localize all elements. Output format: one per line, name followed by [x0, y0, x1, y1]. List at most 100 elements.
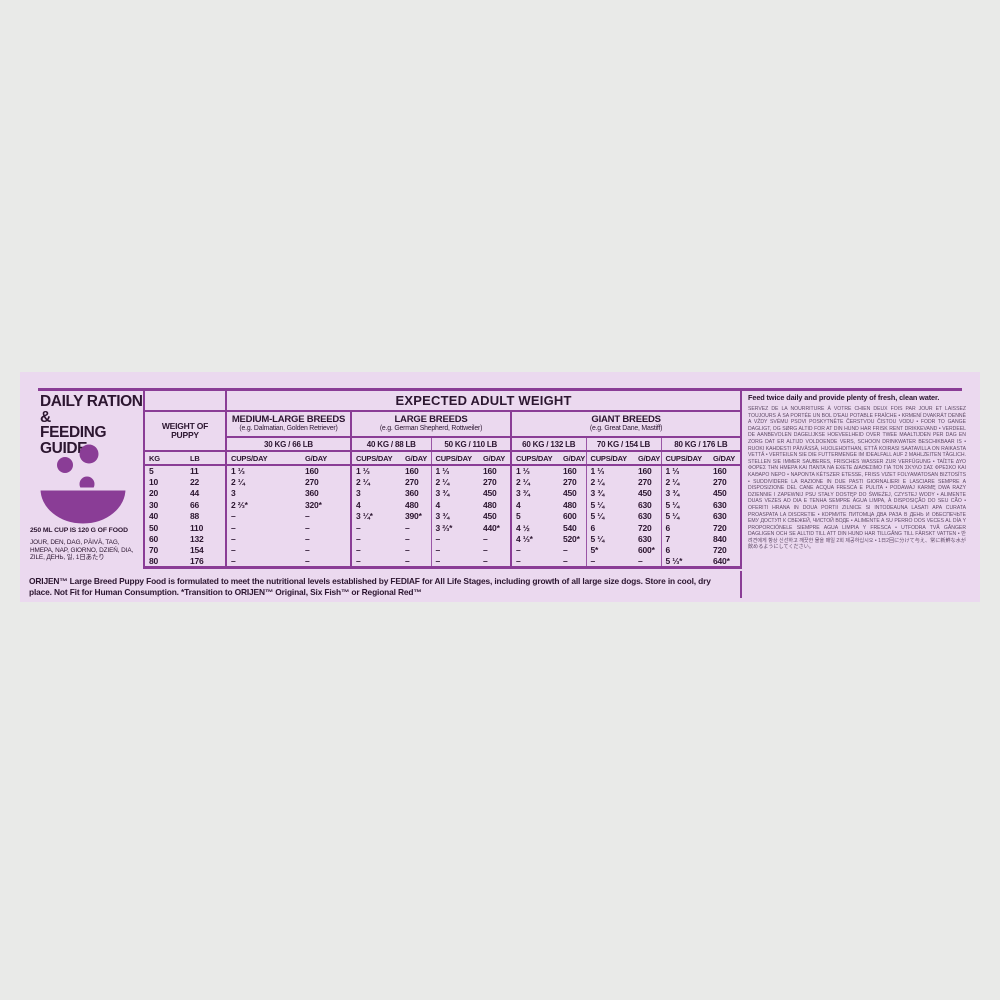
cups-per-day-cell: –: [225, 521, 301, 534]
table-right-divider: [740, 571, 742, 598]
cups-per-day-cell: –: [510, 544, 559, 557]
cups-per-day-cell: 4 ⅓*: [510, 533, 559, 545]
grams-per-day-cell: 270: [563, 477, 577, 488]
grams-per-day-cell: 270: [638, 477, 652, 488]
grams-per-day-cell: 630: [638, 534, 652, 545]
cups-per-day-cell: 1 ⅓: [350, 465, 401, 477]
grams-per-day-cell: 160: [305, 466, 319, 477]
grams-per-day-cell: 520*: [563, 534, 580, 545]
lb-header: LB: [186, 451, 226, 466]
cups-per-day-cell: 6: [585, 521, 634, 534]
grams-per-day-cell: –: [305, 522, 310, 533]
cups-per-day-cell: –: [430, 533, 479, 545]
cups-per-day-cell: 4 ½: [510, 521, 559, 534]
cups-per-day-cell: –: [225, 510, 301, 522]
cups-header: CUPS/DAY: [510, 451, 559, 466]
cups-header: CUPS/DAY: [660, 451, 709, 466]
grams-per-day-cell: 390*: [405, 511, 422, 522]
cups-per-day-cell: –: [350, 521, 401, 534]
table-row: 60 132– – – – – –4 ⅓* 520* 5 ¼ 630 7 840: [144, 533, 741, 545]
lb-cell: 176: [190, 556, 204, 567]
grams-per-day-cell: 160: [713, 466, 727, 477]
group-medium-large: MEDIUM-LARGE BREEDS (e.g. Dalmatian, Gol…: [225, 411, 351, 438]
grams-per-day-cell: 450: [483, 511, 497, 522]
cups-per-day-cell: 3 ¾: [430, 487, 479, 500]
left-panel: DAILY RATION & FEEDING GUIDE: [40, 394, 144, 456]
kg-header: KG: [144, 451, 186, 466]
footnote: ORIJEN™ Large Breed Puppy Food is formul…: [29, 576, 711, 597]
cups-header: CUPS/DAY: [430, 451, 479, 466]
grams-per-day-cell: 450: [563, 488, 577, 499]
cups-per-day-cell: –: [350, 544, 401, 557]
grams-per-day-cell: 630: [713, 499, 727, 510]
cup-measure-note: 250 ML CUP IS 120 G OF FOOD: [30, 527, 128, 534]
cups-per-day-cell: 5 ¼: [585, 510, 634, 522]
grams-per-day-cell: –: [405, 534, 410, 545]
grams-per-day-cell: 720: [713, 522, 727, 533]
weight-header-line2: PUPPY: [171, 430, 199, 440]
kibble-bowl-icon: [36, 444, 130, 527]
grams-per-day-cell: 270: [713, 477, 727, 488]
group-name: MEDIUM-LARGE BREEDS: [231, 413, 346, 425]
grams-per-day-cell: –: [305, 511, 310, 522]
grams-per-day-cell: 600*: [638, 545, 655, 556]
cups-per-day-cell: 7: [660, 533, 709, 545]
cups-per-day-cell: 6: [660, 521, 709, 534]
cups-per-day-cell: –: [350, 533, 401, 545]
cups-per-day-cell: 3 ¼*: [350, 510, 401, 522]
cups-per-day-cell: 1 ⅓: [510, 465, 559, 477]
cups-per-day-cell: 2 ⅔*: [225, 499, 301, 511]
weight-40kg: 40 KG / 88 LB: [350, 437, 431, 452]
g-header: G/DAY: [301, 451, 351, 466]
group-examples: (e.g. Dalmatian, Golden Retriever): [239, 425, 338, 433]
feeding-translations: SERVEZ DE LA NOURRITURE À VOTRE CHIEN DE…: [748, 406, 966, 551]
g-header: G/DAY: [479, 451, 511, 466]
grams-per-day-cell: –: [405, 522, 410, 533]
kg-cell: 5: [149, 466, 154, 477]
table-row: 20 44 3 360 3 360 3 ¾ 450 3 ¾ 450 3 ¾ 450 3 ¾ 450: [144, 487, 741, 500]
grams-per-day-cell: –: [305, 556, 310, 567]
kg-cell: 20: [149, 488, 159, 499]
cups-header: CUPS/DAY: [350, 451, 401, 466]
lb-cell: 88: [190, 511, 200, 522]
grams-per-day-cell: 360: [405, 488, 419, 499]
grams-per-day-cell: 160: [638, 466, 652, 477]
grams-per-day-cell: 270: [483, 477, 497, 488]
cups-per-day-cell: 3: [225, 487, 301, 500]
g-header: G/DAY: [709, 451, 742, 466]
cups-per-day-cell: 1 ⅓: [660, 465, 709, 477]
cups-per-day-cell: 1 ⅓: [225, 465, 301, 477]
cups-per-day-cell: 3 ⅔*: [430, 521, 479, 534]
panel-title: DAILY RATION & FEEDING GUIDE: [40, 394, 144, 456]
table-row: 80 176– – – – – – – – – –5 ⅓* 640*: [144, 556, 741, 568]
cups-per-day-cell: 5 ¼: [660, 510, 709, 522]
grams-per-day-cell: 480: [405, 499, 419, 510]
grams-per-day-cell: 630: [638, 511, 652, 522]
grams-per-day-cell: 480: [563, 499, 577, 510]
grams-per-day-cell: 630: [713, 511, 727, 522]
weight-70kg: 70 KG / 154 LB: [585, 437, 661, 452]
weight-60kg: 60 KG / 132 LB: [510, 437, 586, 452]
cups-per-day-cell: –: [510, 556, 559, 568]
grams-per-day-cell: –: [305, 545, 310, 556]
grams-per-day-cell: –: [405, 545, 410, 556]
grams-per-day-cell: 450: [483, 488, 497, 499]
panel-title-line2: FEEDING GUIDE: [40, 424, 107, 457]
cups-header: CUPS/DAY: [585, 451, 634, 466]
cups-per-day-cell: 2 ¼: [660, 476, 709, 488]
breed-group-row: WEIGHT OF PUPPY MEDIUM-LARGE BREEDS (e.g…: [144, 411, 742, 452]
cups-per-day-cell: 2 ¼: [350, 476, 401, 488]
grams-per-day-cell: 360: [305, 488, 319, 499]
group-examples: (e.g. Great Dane, Mastiff): [589, 425, 663, 433]
table-row: 5 11 1 ⅓ 160 1 ⅓ 160 1 ⅓ 160 1 ⅓ 160 1 ⅓ 160 1 ⅓ 160: [144, 465, 741, 477]
grams-per-day-cell: –: [638, 556, 643, 567]
cups-per-day-cell: 2 ¼: [225, 476, 301, 488]
cups-per-day-cell: 5 ¼: [660, 499, 709, 511]
corner-cell: [144, 391, 226, 412]
cups-per-day-cell: –: [350, 556, 401, 568]
grams-per-day-cell: 160: [563, 466, 577, 477]
g-header: G/DAY: [634, 451, 661, 466]
group-name: LARGE BREEDS: [394, 413, 468, 425]
lb-cell: 154: [190, 545, 204, 556]
lb-cell: 132: [190, 534, 204, 545]
